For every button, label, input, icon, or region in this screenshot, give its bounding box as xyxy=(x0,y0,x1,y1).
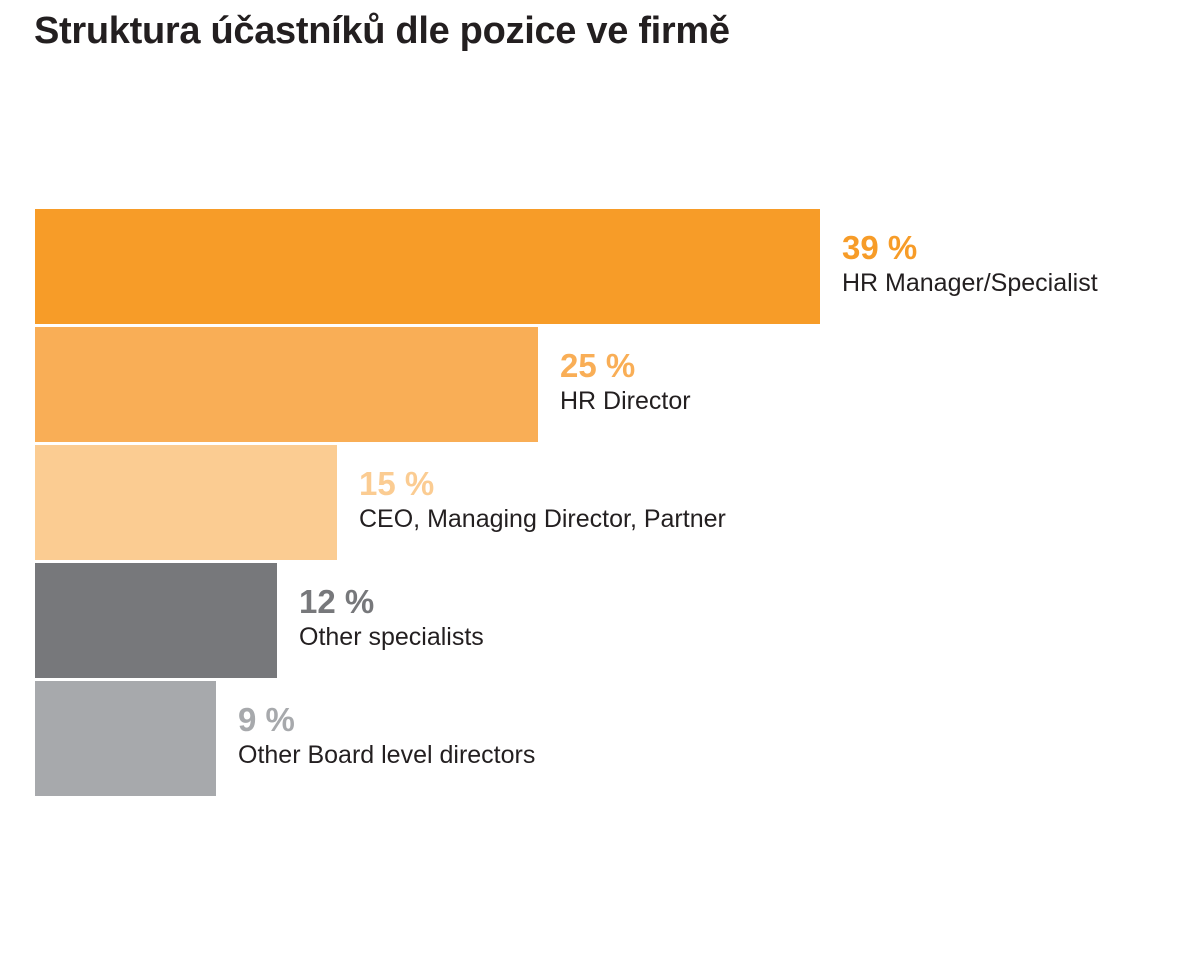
bar-category-label: HR Director xyxy=(560,387,691,415)
bar xyxy=(35,209,820,324)
bar-category-label: Other Board level directors xyxy=(238,741,535,769)
bar-value-label: 12 % xyxy=(299,583,374,620)
bar-category-label: HR Manager/Specialist xyxy=(842,269,1098,297)
bar xyxy=(35,563,277,678)
bar-value-label: 39 % xyxy=(842,229,917,266)
bar xyxy=(35,327,538,442)
bar-category-label: CEO, Managing Director, Partner xyxy=(359,505,726,533)
chart-title: Struktura účastníků dle pozice ve firmě xyxy=(34,10,730,52)
bar-value-label: 15 % xyxy=(359,465,434,502)
bar-value-label: 9 % xyxy=(238,701,295,738)
bar xyxy=(35,681,216,796)
bar xyxy=(35,445,337,560)
bar-value-label: 25 % xyxy=(560,347,635,384)
bar-category-label: Other specialists xyxy=(299,623,484,651)
